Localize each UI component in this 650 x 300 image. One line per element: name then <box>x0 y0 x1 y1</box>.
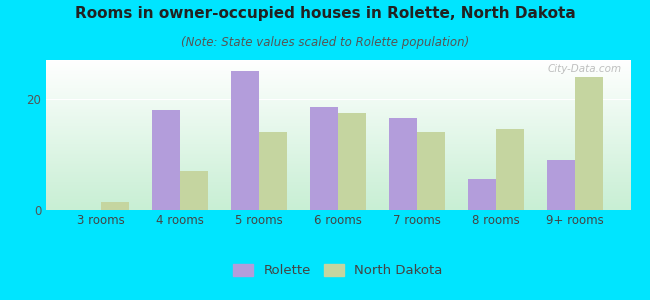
Bar <box>417 132 445 210</box>
Bar <box>338 113 366 210</box>
Bar <box>547 160 575 210</box>
Text: (Note: State values scaled to Rolette population): (Note: State values scaled to Rolette po… <box>181 36 469 49</box>
Legend: Rolette, North Dakota: Rolette, North Dakota <box>229 260 447 281</box>
Bar <box>259 132 287 210</box>
Bar <box>575 77 603 210</box>
Text: Rooms in owner-occupied houses in Rolette, North Dakota: Rooms in owner-occupied houses in Rolett… <box>75 6 575 21</box>
Bar <box>496 129 524 210</box>
Bar <box>152 110 180 210</box>
Bar <box>231 71 259 210</box>
Bar <box>469 179 496 210</box>
Bar <box>389 118 417 210</box>
Text: City-Data.com: City-Data.com <box>547 64 621 74</box>
Bar <box>101 202 129 210</box>
Bar <box>310 107 338 210</box>
Bar <box>180 171 207 210</box>
